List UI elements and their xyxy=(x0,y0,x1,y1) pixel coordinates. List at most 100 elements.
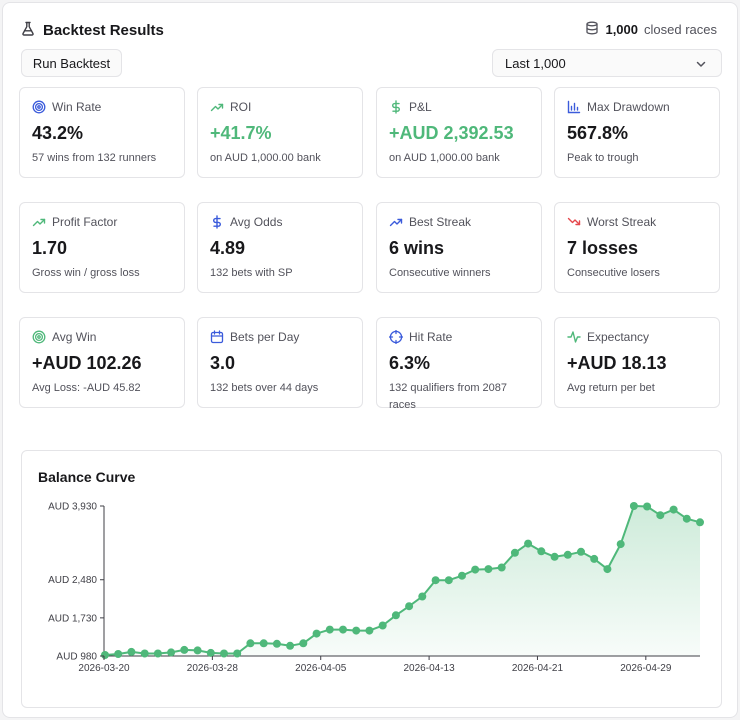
stat-sub: Consecutive winners xyxy=(389,267,491,279)
balance-curve-card: Balance Curve AUD 980 AUD 1,730 AUD 2,480 A… xyxy=(21,450,722,708)
stat-sub: Peak to trough xyxy=(567,152,639,164)
balance-point xyxy=(259,639,268,648)
run-backtest-button[interactable]: Run Backtest xyxy=(21,49,122,77)
balance-point xyxy=(669,505,678,514)
balance-point xyxy=(458,571,466,580)
stat-value: 3.0 xyxy=(210,353,236,373)
stat-value: 43.2% xyxy=(32,123,84,143)
balance-point xyxy=(418,592,427,601)
x-tick-label: 2026-04-21 xyxy=(512,663,564,674)
balance-area xyxy=(105,506,700,656)
stat-sub: on AUD 1,000.00 bank xyxy=(210,152,321,164)
balance-point xyxy=(629,502,638,510)
stat-label: Hit Rate xyxy=(409,330,453,344)
stat-label: Win Rate xyxy=(52,100,102,114)
stat-sub: on AUD 1,000.00 bank xyxy=(389,152,500,164)
bar-chart-icon xyxy=(567,100,581,114)
stat-label: Bets per Day xyxy=(230,330,300,344)
balance-point xyxy=(590,554,599,563)
stat-label: Max Drawdown xyxy=(587,100,670,114)
balance-point xyxy=(563,550,572,559)
balance-curve-chart: AUD 980 AUD 1,730 AUD 2,480 AUD 3,930 2026-… xyxy=(48,502,704,674)
balance-point xyxy=(524,539,533,548)
trending-up-icon xyxy=(32,218,46,227)
stat-label: Expectancy xyxy=(587,330,650,344)
stat-value: 6 wins xyxy=(389,238,445,258)
balance-point xyxy=(206,648,215,657)
dollar-icon xyxy=(392,100,400,114)
stat-value: +AUD 2,392.53 xyxy=(389,123,514,143)
stat-value: +AUD 18.13 xyxy=(567,353,667,373)
stat-card-pnl: P&L +AUD 2,392.53 on AUD 1,000.00 bank xyxy=(376,87,542,178)
stat-value: 6.3% xyxy=(389,353,431,373)
balance-point xyxy=(114,650,123,658)
stat-card-roi: ROI +41.7% on AUD 1,000.00 bank xyxy=(197,87,363,178)
balance-point xyxy=(312,629,321,638)
balance-point xyxy=(484,565,493,574)
stat-value: +41.7% xyxy=(210,123,272,143)
circle-target-icon xyxy=(32,330,46,344)
stat-card-avg-odds: Avg Odds 4.89 132 bets with SP xyxy=(197,202,363,293)
x-tick-label: 2026-04-13 xyxy=(404,663,456,674)
balance-point xyxy=(537,547,546,556)
target-icon xyxy=(32,100,46,114)
stat-card-profit-factor: Profit Factor 1.70 Gross win / gross los… xyxy=(19,202,185,293)
stat-value: 4.89 xyxy=(210,238,246,258)
balance-point xyxy=(431,576,440,585)
balance-point xyxy=(444,576,453,585)
stat-card-avg-win: Avg Win +AUD 102.26 Avg Loss: -AUD 45.82 xyxy=(19,317,185,408)
balance-point xyxy=(325,625,334,634)
trending-up-icon xyxy=(210,103,224,112)
balance-point xyxy=(153,649,162,658)
stat-label: Avg Win xyxy=(52,330,97,344)
database-icon xyxy=(585,21,599,38)
balance-point xyxy=(127,647,136,656)
balance-point xyxy=(510,548,519,557)
stat-card-worst-streak: Worst Streak 7 losses Consecutive losers xyxy=(554,202,720,293)
stat-sub: 132 bets with SP xyxy=(210,267,293,279)
stat-value: 1.70 xyxy=(32,238,68,258)
stat-label: Profit Factor xyxy=(52,215,118,229)
balance-point xyxy=(365,626,374,635)
stat-label: Best Streak xyxy=(409,215,472,229)
y-tick-label: AUD 3,930 xyxy=(48,502,97,513)
balance-point xyxy=(682,514,691,523)
closed-races-count: 1,000 closed races xyxy=(585,21,717,38)
page-title: Backtest Results xyxy=(43,22,164,39)
balance-point xyxy=(140,649,149,658)
closed-count-label: closed races xyxy=(644,22,717,37)
chevron-down-icon xyxy=(695,58,707,73)
balance-point xyxy=(471,565,480,574)
balance-point xyxy=(616,540,625,549)
balance-point xyxy=(656,511,665,520)
stat-label: ROI xyxy=(230,100,252,114)
balance-point xyxy=(101,651,109,659)
stat-sub: 57 wins from 132 runners xyxy=(32,152,157,164)
crosshair-icon xyxy=(389,330,403,344)
x-tick-label: 2026-04-29 xyxy=(620,663,672,674)
stat-card-expectancy: Expectancy +AUD 18.13 Avg return per bet xyxy=(554,317,720,408)
balance-point xyxy=(233,649,242,658)
stat-card-win-rate: Win Rate 43.2% 57 wins from 132 runners xyxy=(19,87,185,178)
y-tick-label: AUD 2,480 xyxy=(48,575,97,586)
stat-sub: Gross win / gross loss xyxy=(32,267,140,279)
stat-value: +AUD 102.26 xyxy=(32,353,142,373)
stat-sub: 132 bets over 44 days xyxy=(210,382,319,394)
trending-down-icon xyxy=(567,217,581,226)
y-tick-label: AUD 1,730 xyxy=(48,613,97,624)
balance-point xyxy=(696,518,704,527)
trending-up-icon xyxy=(389,218,403,227)
stat-card-hit-rate: Hit Rate 6.3% 132 qualifiers from 2087 r… xyxy=(376,317,542,411)
stat-sub: 132 qualifiers from 2087 races xyxy=(389,382,508,411)
x-tick-label: 2026-04-05 xyxy=(295,663,347,674)
balance-point xyxy=(643,502,652,511)
balance-point xyxy=(167,648,176,657)
balance-point xyxy=(286,641,295,650)
stat-card-best-streak: Best Streak 6 wins Consecutive winners xyxy=(376,202,542,293)
activity-icon xyxy=(567,331,581,343)
header: Backtest Results 1,000 closed races xyxy=(21,21,717,41)
balance-point xyxy=(299,639,308,648)
range-select[interactable]: Last 1,000 xyxy=(492,49,722,77)
balance-point xyxy=(246,639,255,648)
